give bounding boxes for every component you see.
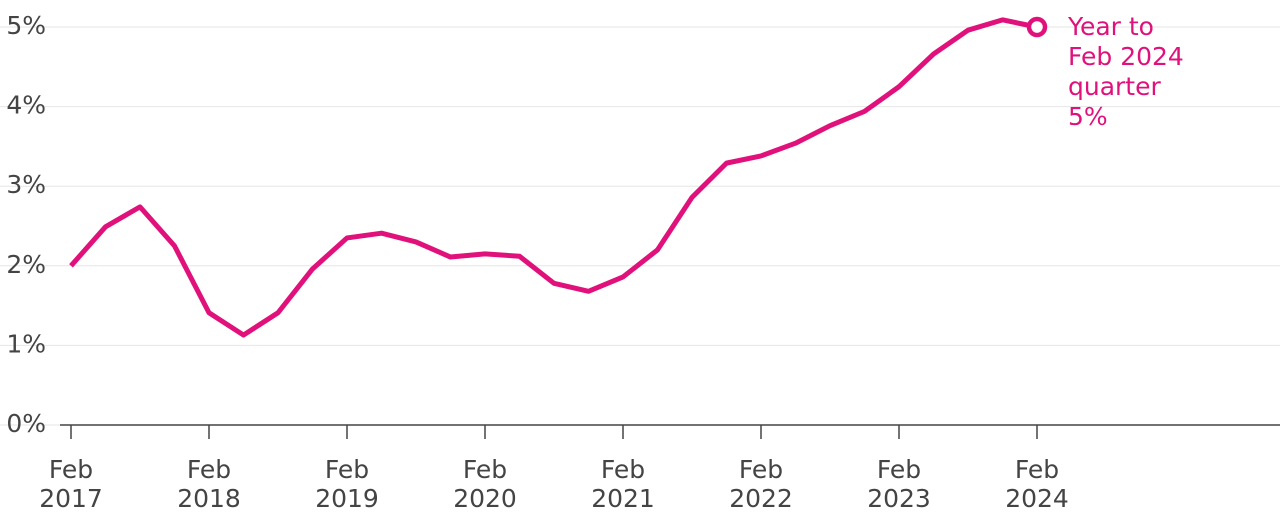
- y-tick-label: 5%: [6, 11, 46, 40]
- annotation: 5%: [1068, 102, 1108, 131]
- x-tick-label: Feb 2022: [729, 455, 793, 513]
- y-tick-label: 3%: [6, 170, 46, 199]
- y-tick-label: 1%: [6, 329, 46, 358]
- y-tick-label: 4%: [6, 91, 46, 120]
- x-tick-label: Feb 2021: [591, 455, 655, 513]
- annotation: Year to: [1067, 12, 1154, 41]
- x-tick-label: Feb 2020: [453, 455, 517, 513]
- annotation: quarter: [1068, 72, 1161, 101]
- y-tick-label: 2%: [6, 250, 46, 279]
- x-tick-label: Feb 2018: [177, 455, 241, 513]
- annotation: Feb 2024: [1068, 42, 1184, 71]
- end-marker: [1026, 16, 1048, 38]
- x-tick-label: Feb 2023: [867, 455, 931, 513]
- y-tick-label: 0%: [6, 409, 46, 438]
- line: [69, 17, 1038, 338]
- x-tick-label: Feb 2024: [1005, 455, 1069, 513]
- x-tick-label: Feb 2017: [39, 455, 103, 513]
- x-tick-label: Feb 2019: [315, 455, 379, 513]
